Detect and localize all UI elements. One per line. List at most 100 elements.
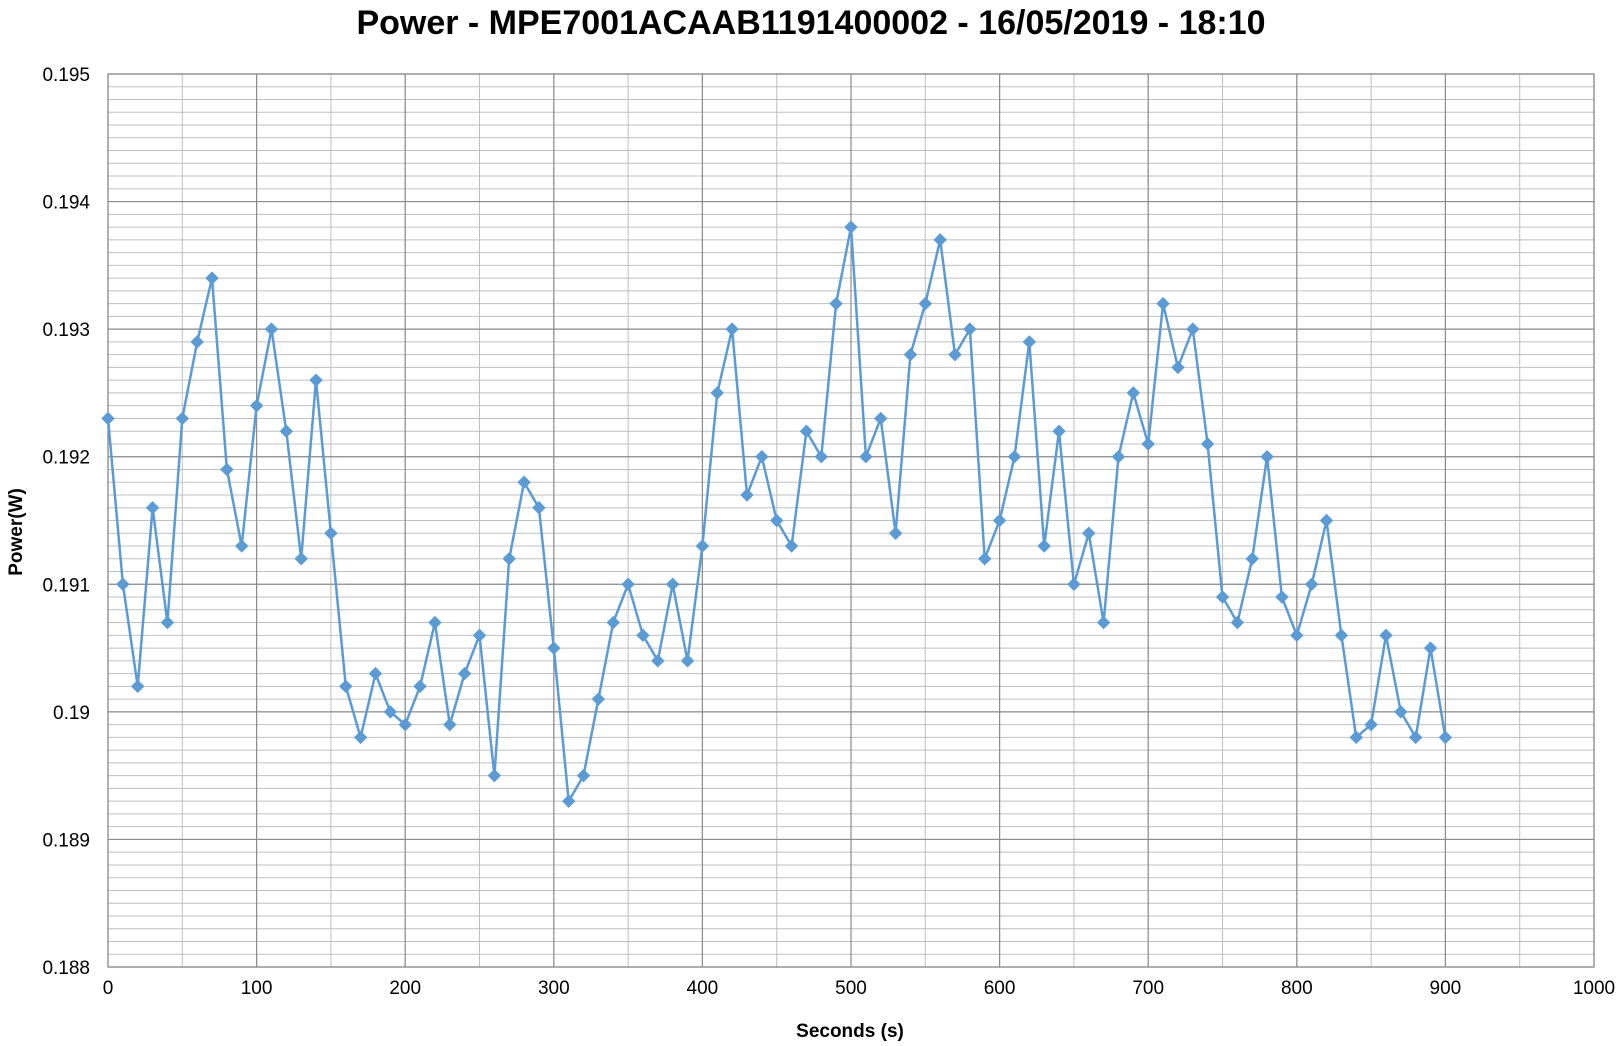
data-point-marker: [740, 488, 754, 502]
data-point-marker: [859, 450, 873, 464]
x-tick-label: 100: [241, 978, 273, 999]
data-point-marker: [235, 539, 249, 553]
data-point-marker: [769, 513, 784, 528]
data-point-marker: [1156, 296, 1170, 311]
data-point-marker: [1275, 590, 1289, 604]
data-point-marker: [220, 462, 234, 477]
data-point-marker: [1037, 539, 1051, 553]
data-point-marker: [978, 552, 992, 566]
data-point-marker: [710, 386, 724, 400]
data-point-marker: [294, 552, 308, 566]
data-point-marker: [502, 552, 516, 566]
data-point-marker: [101, 411, 115, 426]
data-point-marker: [1067, 577, 1081, 591]
y-tick-label: 0.188: [42, 958, 90, 979]
data-point-marker: [457, 666, 472, 681]
data-point-marker: [1200, 437, 1215, 451]
data-point-marker: [829, 296, 843, 311]
data-point-marker: [1423, 641, 1438, 655]
x-tick-label: 900: [1430, 978, 1462, 999]
chart-title: Power - MPE7001ACAAB1191400002 - 16/05/2…: [356, 4, 1265, 42]
data-point-marker: [651, 654, 665, 668]
data-point-marker: [353, 730, 368, 745]
x-tick-label: 400: [687, 978, 719, 999]
x-tick-label: 0: [103, 978, 114, 999]
x-tick-label: 600: [984, 978, 1016, 999]
data-point-marker: [1290, 628, 1304, 643]
data-point-marker: [279, 424, 294, 438]
data-point-marker: [1096, 615, 1111, 630]
data-point-marker: [695, 539, 710, 553]
data-point-marker: [591, 692, 606, 706]
data-point-marker: [398, 717, 412, 732]
data-point-marker: [472, 628, 487, 643]
data-point-marker: [205, 271, 219, 285]
plot-area-border: [107, 73, 1595, 968]
data-point-marker: [1349, 730, 1363, 745]
data-point-marker: [324, 526, 338, 540]
x-tick-label: 1000: [1573, 978, 1615, 999]
data-point-marker: [487, 768, 502, 783]
data-point-marker: [1007, 450, 1022, 464]
x-axis-title: Seconds (s): [796, 1021, 904, 1042]
data-point-marker: [888, 526, 903, 540]
data-point-marker: [903, 347, 918, 362]
y-tick-label: 0.193: [42, 320, 90, 341]
data-point-marker: [532, 501, 546, 515]
data-point-marker: [814, 450, 828, 464]
y-tick-label: 0.19: [53, 703, 90, 724]
data-point-marker: [1364, 717, 1378, 732]
data-point-marker: [413, 679, 427, 694]
data-point-marker: [1379, 628, 1393, 643]
data-point-marker: [1319, 513, 1334, 528]
data-point-marker: [1260, 450, 1274, 464]
data-point-marker: [1245, 552, 1259, 566]
data-point-marker: [368, 666, 383, 681]
y-tick-label: 0.192: [42, 448, 90, 469]
data-point-marker: [1304, 577, 1319, 591]
data-point-marker: [1171, 360, 1185, 375]
data-point-marker: [874, 411, 888, 426]
data-point-marker: [948, 347, 962, 362]
axes: [107, 73, 1595, 968]
data-point-marker: [755, 450, 769, 464]
data-point-marker: [561, 794, 576, 808]
data-point-marker: [428, 615, 442, 630]
y-tick-label: 0.194: [42, 193, 90, 214]
data-point-marker: [145, 501, 160, 515]
data-point-marker: [992, 513, 1007, 528]
data-point-marker: [517, 475, 531, 489]
data-point-marker: [621, 577, 635, 591]
y-tick-label: 0.195: [42, 65, 90, 86]
data-point-marker: [383, 705, 398, 719]
data-series: [101, 220, 1453, 808]
data-point-marker: [1126, 386, 1141, 400]
data-point-marker: [665, 577, 680, 591]
y-tick-label: 0.189: [42, 830, 90, 851]
data-point-marker: [1141, 437, 1155, 451]
data-point-marker: [844, 220, 858, 234]
data-point-marker: [175, 411, 190, 426]
data-point-marker: [1111, 450, 1126, 464]
y-tick-label: 0.191: [42, 575, 90, 596]
x-tick-label: 200: [389, 978, 421, 999]
data-point-marker: [933, 233, 947, 247]
data-point-marker: [1052, 424, 1066, 438]
data-point-marker: [264, 322, 279, 336]
data-point-marker: [190, 335, 204, 349]
x-tick-label: 800: [1281, 978, 1313, 999]
data-point-marker: [309, 373, 323, 387]
data-point-marker: [547, 641, 561, 655]
data-point-marker: [680, 654, 695, 668]
data-point-marker: [963, 322, 977, 336]
data-point-marker: [131, 679, 145, 694]
tick-labels: 0 100 200 300 400 500 600 700 800 900 1000 0.188 0.1…: [42, 65, 1615, 999]
data-point-marker: [1186, 322, 1200, 336]
data-point-marker: [1408, 730, 1423, 745]
data-point-marker: [249, 398, 264, 413]
data-point-marker: [636, 628, 650, 643]
x-tick-label: 300: [538, 978, 570, 999]
data-point-marker: [725, 322, 739, 336]
